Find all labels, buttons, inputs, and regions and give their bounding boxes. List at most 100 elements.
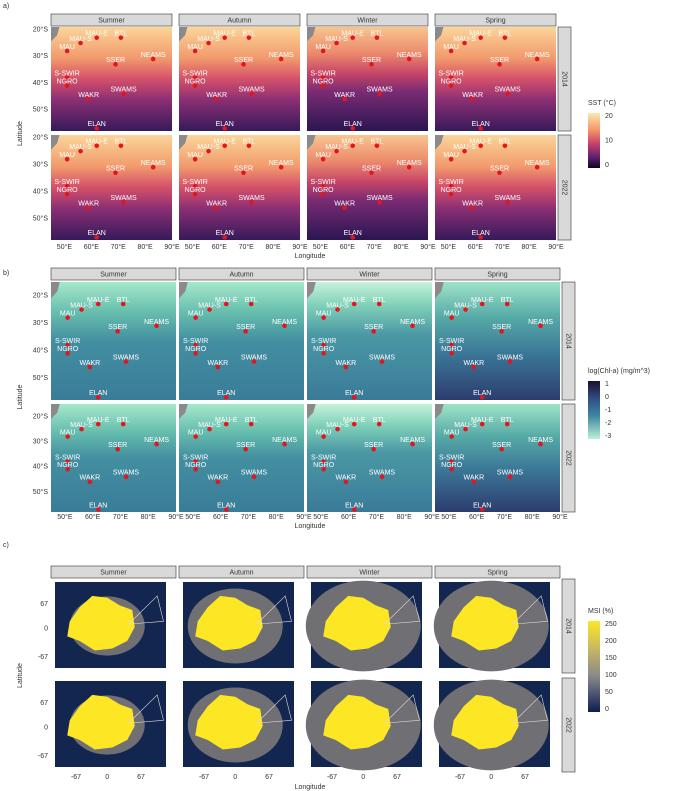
antarctica: [451, 694, 519, 750]
station-marker: [64, 48, 70, 54]
year-strip: [561, 578, 576, 674]
antarctica: [195, 595, 263, 651]
legend-title: MSI (%): [588, 608, 613, 615]
x-tick-label: 50°E: [441, 243, 457, 251]
station-label: SWAMS: [111, 195, 138, 202]
station-marker: [206, 148, 211, 154]
map-area: [435, 404, 560, 512]
facet-strip: [434, 267, 561, 281]
map-area: [435, 135, 556, 240]
station-label: S-SWIR: [311, 338, 336, 345]
station-marker: [246, 143, 252, 149]
station-marker: [470, 205, 475, 210]
legend-tick-label: 10: [605, 137, 613, 144]
station-marker: [243, 446, 248, 452]
station-marker: [376, 421, 382, 427]
station-marker: [321, 434, 326, 439]
panel-label: c): [3, 542, 9, 549]
y-tick-label: 30°S: [33, 160, 49, 168]
station-label: S-SWIR: [55, 455, 80, 462]
station-label: ELAN: [89, 502, 107, 509]
station-label: NGRO: [57, 187, 79, 194]
station-marker: [223, 507, 229, 512]
legend-tick-label: 0: [605, 394, 609, 401]
x-axis-title: Longitude: [295, 523, 326, 530]
map-facet: [433, 579, 560, 673]
station-marker: [335, 307, 340, 312]
station-marker: [206, 40, 211, 46]
season-label: Summer: [100, 569, 127, 576]
station-marker: [215, 364, 221, 370]
x-tick-label: -67: [71, 774, 81, 781]
station-marker: [87, 364, 93, 370]
land: [435, 282, 444, 299]
x-tick-label: 80°E: [525, 513, 541, 521]
station-label: ELAN: [472, 230, 490, 237]
x-tick-label: 0: [489, 774, 493, 781]
station-marker: [505, 91, 510, 96]
map-facet: MAU-E BTLMAU-SMAUSSERNEAMSS-SWIRNGROWAKRS…: [307, 135, 428, 240]
map-area: [51, 135, 172, 240]
station-label: WAKR: [208, 475, 229, 482]
station-marker: [79, 307, 84, 312]
station-label: ELAN: [472, 121, 490, 128]
season-label: Autumn: [229, 569, 253, 576]
station-label: MAU-E: [471, 297, 494, 304]
y-tick-label: 20°S: [33, 292, 49, 300]
y-tick-label: 50°S: [33, 488, 49, 496]
x-tick-label: 90°E: [168, 513, 184, 521]
map-facet: [179, 579, 304, 673]
map-facet: MAU-E BTLMAU-SMAUSSERNEAMSS-SWIRNGROWAKRS…: [435, 135, 556, 240]
map-facet: MAU-E BTLMAU-SMAUSSERNEAMSS-SWIRNGROWAKRS…: [307, 404, 432, 512]
station-marker: [193, 351, 198, 356]
station-marker: [94, 126, 100, 131]
y-tick-label: 50°S: [33, 106, 49, 114]
x-tick-label: 60°E: [341, 513, 357, 521]
station-label: ELAN: [88, 230, 106, 237]
station-marker: [507, 359, 513, 364]
station-marker: [222, 235, 228, 240]
station-label: BTL: [501, 417, 514, 424]
map-area: [435, 27, 556, 131]
x-tick-label: 90°E: [164, 243, 180, 251]
station-marker: [410, 441, 415, 447]
station-label: WAKR: [206, 92, 227, 99]
year-strip: [561, 403, 576, 513]
station-label: MAU-S: [454, 302, 477, 309]
station-marker: [379, 474, 385, 480]
station-label: MAU-S: [70, 422, 93, 429]
station-label: SWAMS: [367, 195, 394, 202]
legend-tick-label: -3: [605, 433, 611, 440]
station-label: SSER: [234, 166, 253, 173]
x-tick-label: 80°E: [269, 513, 285, 521]
station-label: S-SWIR: [438, 179, 463, 186]
station-marker: [499, 329, 504, 334]
station-marker: [448, 156, 454, 162]
station-label: SSER: [490, 57, 509, 64]
station-label: NEAMS: [525, 160, 550, 167]
station-marker: [478, 143, 484, 149]
station-label: WAKR: [464, 475, 485, 482]
station-marker: [118, 35, 124, 40]
station-marker: [448, 191, 454, 197]
y-tick-label: 30°S: [33, 52, 49, 60]
study-box: [384, 595, 420, 625]
year-label: 2014: [565, 333, 572, 349]
station-marker: [87, 479, 93, 485]
station-label: MAU-S: [453, 36, 476, 43]
station-label: NEAMS: [400, 319, 425, 326]
station-marker: [95, 421, 101, 427]
x-tick-label: 60°E: [468, 243, 484, 251]
station-marker: [249, 200, 254, 205]
x-tick-label: 80°E: [141, 513, 157, 521]
study-box: [128, 595, 164, 625]
station-marker: [248, 421, 254, 427]
station-marker: [478, 35, 484, 40]
station-marker: [278, 165, 284, 170]
station-marker: [334, 40, 339, 46]
station-marker: [406, 56, 412, 62]
station-marker: [538, 323, 543, 329]
x-axis-title: Longitude: [295, 784, 326, 791]
land: [307, 404, 316, 420]
year-strip: [561, 281, 576, 401]
